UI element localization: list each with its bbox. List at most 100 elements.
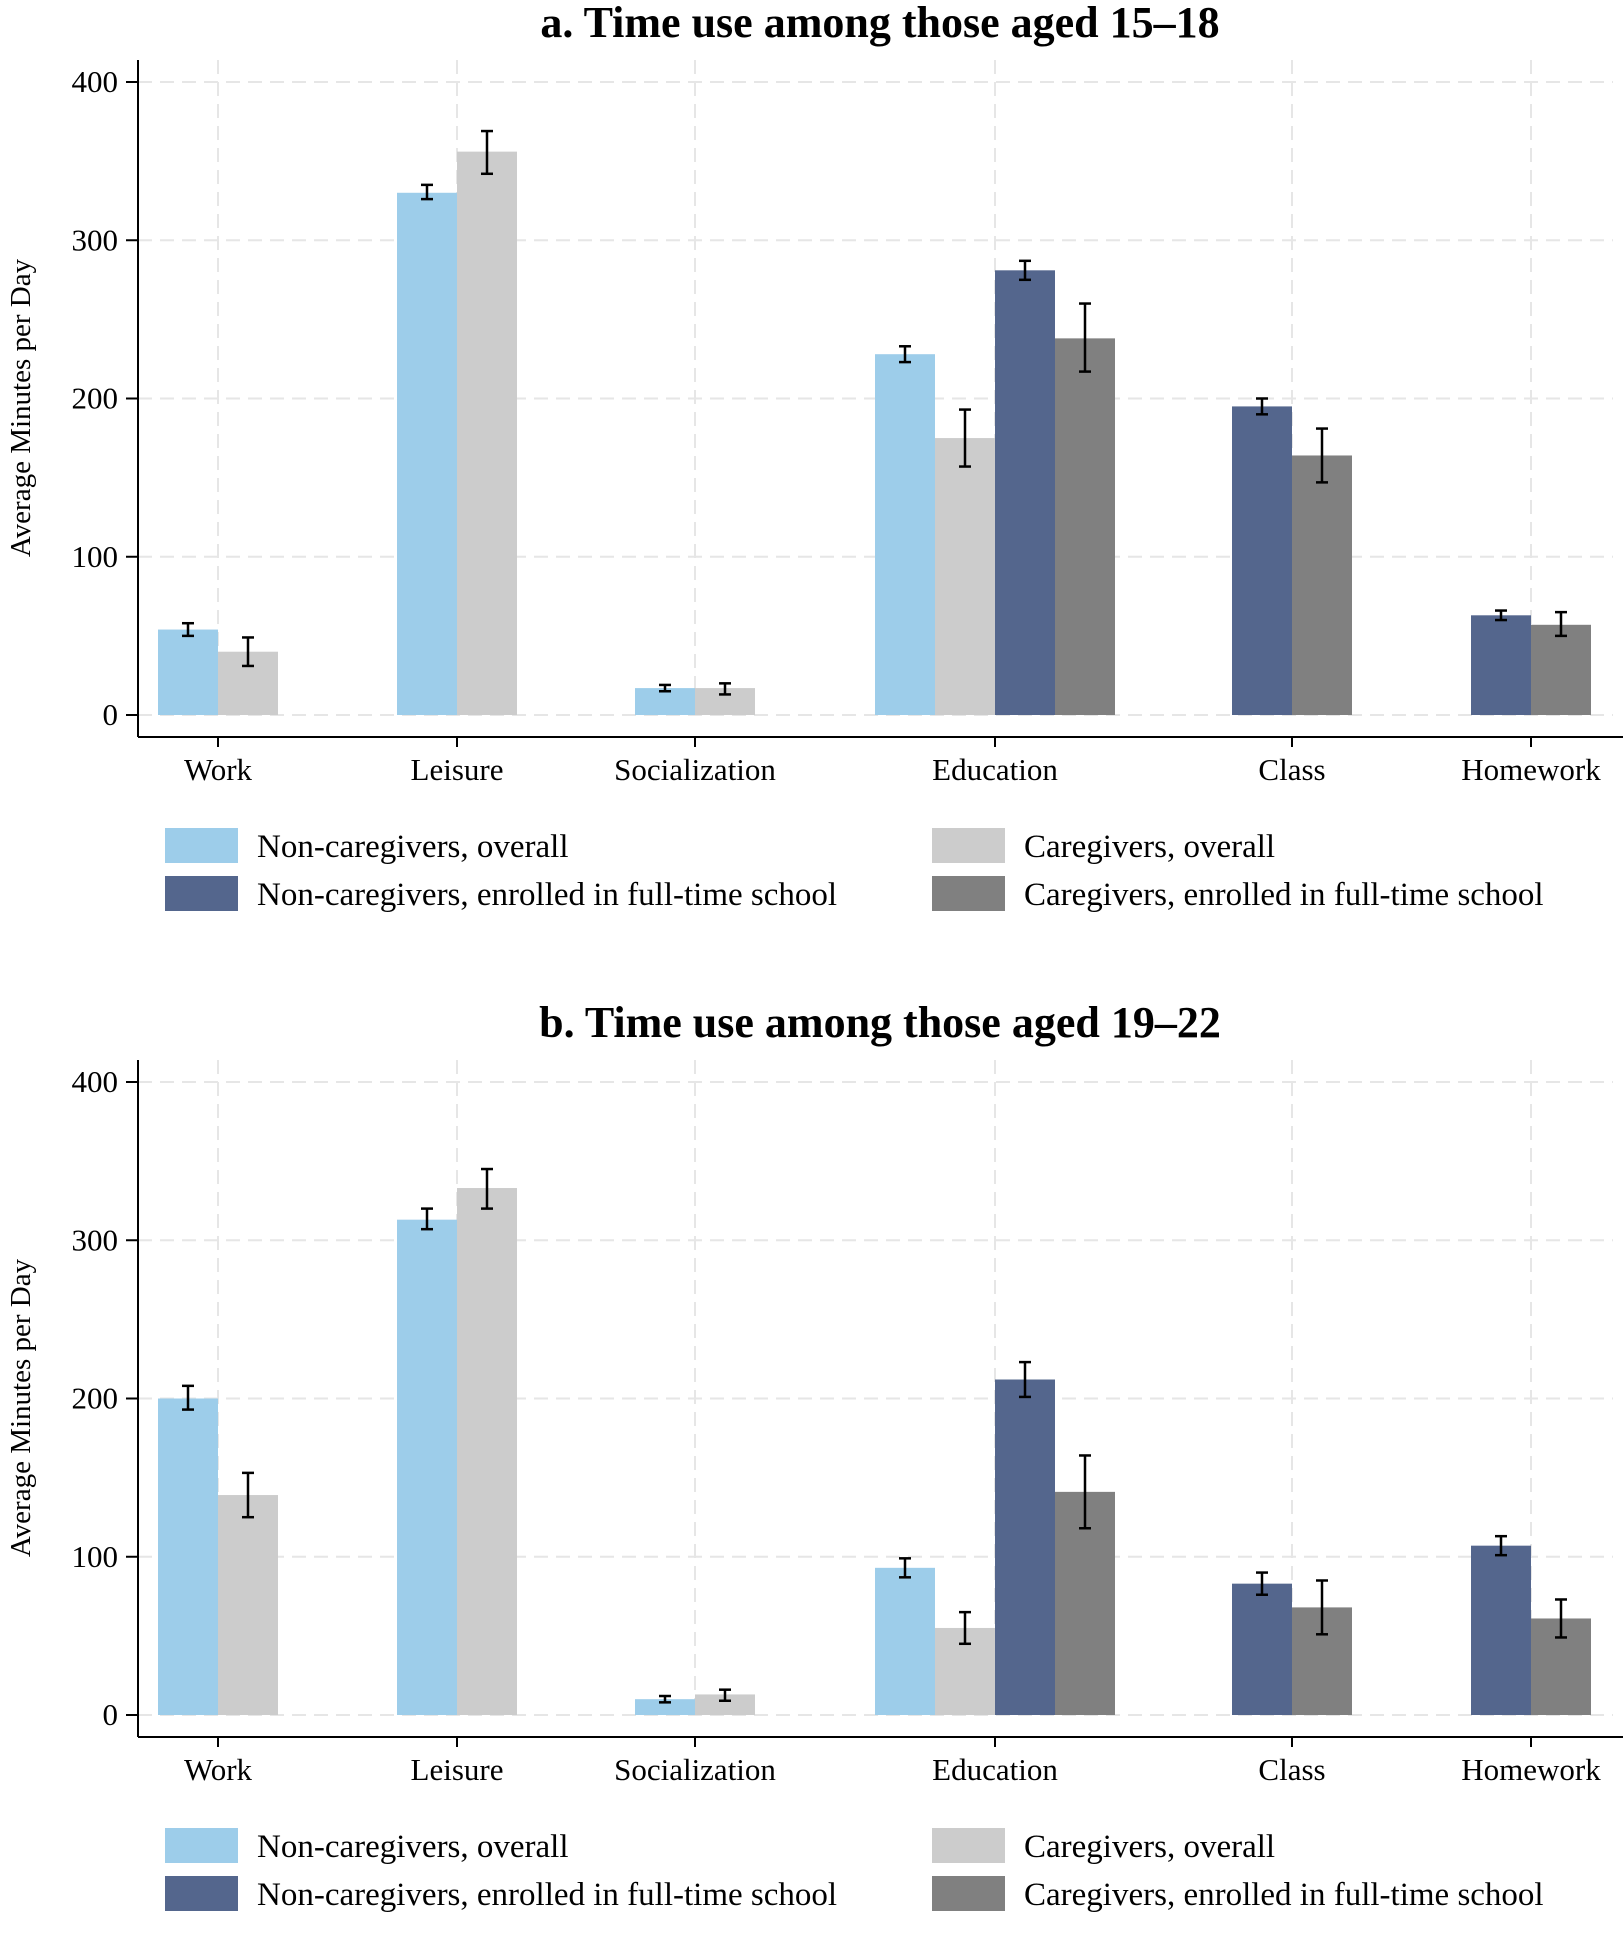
legend-swatch bbox=[165, 1828, 238, 1863]
bar bbox=[158, 1398, 218, 1715]
x-tick-label: Work bbox=[184, 1752, 253, 1787]
error-bar bbox=[182, 1384, 194, 1411]
legend-label: Caregivers, overall bbox=[1024, 1829, 1275, 1865]
y-tick-label: 0 bbox=[103, 1697, 119, 1732]
error-bar bbox=[481, 129, 493, 176]
error-bar bbox=[1495, 1534, 1507, 1557]
legend-swatch bbox=[932, 828, 1005, 863]
x-tick-label: Leisure bbox=[411, 752, 504, 787]
legend-item: Caregivers, enrolled in full-time school bbox=[932, 1876, 1544, 1913]
x-tick-label: Socialization bbox=[614, 752, 776, 787]
legend-label: Non-caregivers, overall bbox=[257, 1829, 569, 1865]
bar bbox=[158, 629, 218, 715]
error-bar bbox=[1316, 1579, 1328, 1636]
error-bar bbox=[899, 345, 911, 364]
x-tick-label: Homework bbox=[1461, 1752, 1601, 1787]
error-bar bbox=[421, 183, 433, 201]
bar bbox=[1232, 1583, 1292, 1715]
error-bar bbox=[481, 1167, 493, 1210]
error-bar bbox=[242, 1471, 254, 1519]
chart-title: b. Time use among those aged 19–22 bbox=[539, 1000, 1221, 1047]
y-axis-label: Average Minutes per Day bbox=[5, 258, 37, 557]
x-tick-label: Work bbox=[184, 752, 253, 787]
chart-svg-b: b. Time use among those aged 19–22 Avera… bbox=[5, 1000, 1623, 1913]
error-bar bbox=[1079, 1454, 1091, 1530]
y-tick-label: 300 bbox=[72, 1222, 119, 1257]
error-bar bbox=[1256, 397, 1268, 416]
error-bar bbox=[1079, 302, 1091, 373]
error-bar bbox=[659, 683, 671, 693]
bar bbox=[397, 1219, 457, 1715]
error-bar bbox=[1555, 1598, 1567, 1639]
legend-item: Non-caregivers, overall bbox=[165, 828, 569, 865]
legend-item: Caregivers, enrolled in full-time school bbox=[932, 876, 1544, 913]
error-bar bbox=[1495, 609, 1507, 622]
legend-item: Non-caregivers, overall bbox=[165, 1828, 569, 1865]
y-tick-label: 400 bbox=[72, 64, 119, 99]
chart-title: a. Time use among those aged 15–18 bbox=[540, 0, 1219, 47]
error-bar bbox=[242, 636, 254, 668]
chart-svg-a: a. Time use among those aged 15–18 Avera… bbox=[5, 0, 1623, 913]
x-tick-label: Education bbox=[932, 752, 1058, 787]
error-bar bbox=[659, 1694, 671, 1704]
bar bbox=[397, 192, 457, 715]
x-tick-label: Homework bbox=[1461, 752, 1601, 787]
legend-label: Caregivers, enrolled in full-time school bbox=[1024, 1877, 1544, 1913]
legend-item: Caregivers, overall bbox=[932, 828, 1275, 865]
bar bbox=[457, 151, 517, 715]
error-bar bbox=[899, 1557, 911, 1579]
bar bbox=[1292, 455, 1352, 715]
bar bbox=[935, 438, 995, 715]
bar bbox=[1531, 624, 1591, 715]
error-bar bbox=[1316, 427, 1328, 484]
bar bbox=[1232, 406, 1292, 715]
error-bar bbox=[421, 1207, 433, 1231]
error-bar bbox=[182, 621, 194, 638]
legend-label: Non-caregivers, enrolled in full-time sc… bbox=[257, 877, 837, 913]
x-tick-label: Leisure bbox=[411, 1752, 504, 1787]
y-tick-label: 200 bbox=[72, 1381, 119, 1416]
y-tick-label: 0 bbox=[103, 697, 119, 732]
bar bbox=[1471, 615, 1531, 715]
y-tick-label: 200 bbox=[72, 381, 119, 416]
bar bbox=[635, 688, 695, 715]
error-bar bbox=[719, 682, 731, 696]
y-tick-label: 300 bbox=[72, 222, 119, 257]
legend-item: Non-caregivers, enrolled in full-time sc… bbox=[165, 1876, 837, 1913]
bar bbox=[457, 1188, 517, 1715]
bar bbox=[635, 1699, 695, 1715]
bar bbox=[995, 1379, 1055, 1715]
bar bbox=[1055, 338, 1115, 715]
y-tick-label: 100 bbox=[72, 1539, 119, 1574]
error-bar bbox=[719, 1688, 731, 1703]
error-bar bbox=[1019, 259, 1031, 282]
error-bar bbox=[959, 408, 971, 468]
legend-label: Caregivers, enrolled in full-time school bbox=[1024, 877, 1544, 913]
bar bbox=[875, 1567, 935, 1715]
error-bar bbox=[1019, 1360, 1031, 1399]
legend-label: Non-caregivers, overall bbox=[257, 829, 569, 865]
chart-panel-b: b. Time use among those aged 19–22 Avera… bbox=[0, 1000, 1623, 1960]
legend-swatch bbox=[932, 1828, 1005, 1863]
legend-swatch bbox=[932, 876, 1005, 911]
y-axis-label: Average Minutes per Day bbox=[5, 1258, 37, 1557]
bar bbox=[218, 1495, 278, 1715]
error-bar bbox=[959, 1610, 971, 1646]
bar bbox=[995, 270, 1055, 715]
x-tick-label: Socialization bbox=[614, 1752, 776, 1787]
x-tick-label: Class bbox=[1258, 1752, 1325, 1787]
error-bar bbox=[1256, 1571, 1268, 1596]
y-tick-label: 100 bbox=[72, 539, 119, 574]
bar bbox=[1471, 1545, 1531, 1715]
legend: Non-caregivers, overall Caregivers, overa… bbox=[165, 828, 1544, 913]
legend-swatch bbox=[165, 876, 238, 911]
bar bbox=[695, 1694, 755, 1715]
bar bbox=[875, 354, 935, 715]
legend-swatch bbox=[165, 828, 238, 863]
legend-item: Non-caregivers, enrolled in full-time sc… bbox=[165, 876, 837, 913]
legend-label: Caregivers, overall bbox=[1024, 829, 1275, 865]
x-tick-label: Class bbox=[1258, 752, 1325, 787]
legend: Non-caregivers, overall Caregivers, overa… bbox=[165, 1828, 1544, 1913]
legend-item: Caregivers, overall bbox=[932, 1828, 1275, 1865]
x-tick-label: Education bbox=[932, 1752, 1058, 1787]
